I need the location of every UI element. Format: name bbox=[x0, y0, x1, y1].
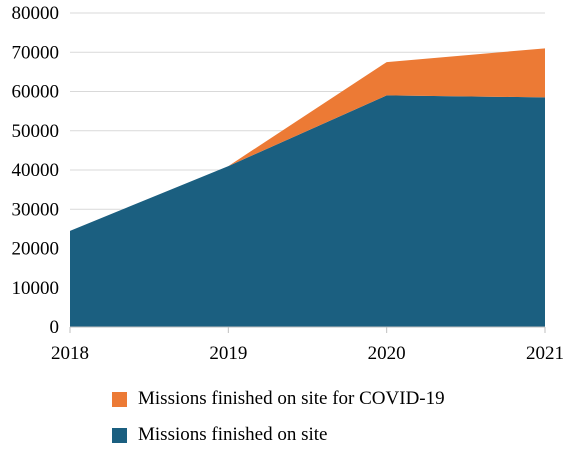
x-axis-ticks: 2018 2019 2020 2021 bbox=[51, 343, 564, 364]
y-tick-label: 40000 bbox=[12, 160, 60, 181]
x-tick-label: 2020 bbox=[368, 343, 406, 364]
area-series-0 bbox=[70, 95, 545, 327]
x-tick-label: 2021 bbox=[526, 343, 564, 364]
y-tick-label: 60000 bbox=[12, 82, 60, 103]
y-tick-label: 80000 bbox=[12, 3, 60, 24]
legend-item-on-site: Missions finished on site bbox=[112, 424, 445, 446]
legend-label-covid: Missions finished on site for COVID-19 bbox=[138, 388, 445, 409]
legend-item-covid: Missions finished on site for COVID-19 bbox=[112, 388, 445, 410]
x-tick-label: 2018 bbox=[51, 343, 89, 364]
legend-label-on-site: Missions finished on site bbox=[138, 424, 328, 445]
y-tick-label: 20000 bbox=[12, 239, 60, 260]
legend-swatch-on-site bbox=[112, 428, 127, 443]
plot-areas bbox=[70, 48, 545, 327]
area-chart: 0 10000 20000 30000 40000 50000 60000 70000 8000… bbox=[12, 3, 565, 364]
x-tick-label: 2019 bbox=[209, 343, 247, 364]
y-tick-label: 70000 bbox=[12, 42, 60, 63]
area-series-1 bbox=[70, 48, 545, 231]
y-tick-label: 30000 bbox=[12, 199, 60, 220]
legend: Missions finished on site for COVID-19 M… bbox=[112, 388, 445, 446]
legend-swatch-covid bbox=[112, 392, 127, 407]
y-tick-label: 0 bbox=[50, 317, 60, 338]
y-tick-label: 50000 bbox=[12, 121, 60, 142]
axes bbox=[69, 326, 546, 333]
y-tick-label: 10000 bbox=[12, 278, 60, 299]
y-axis-ticks: 0 10000 20000 30000 40000 50000 60000 70000 8000… bbox=[12, 3, 60, 338]
